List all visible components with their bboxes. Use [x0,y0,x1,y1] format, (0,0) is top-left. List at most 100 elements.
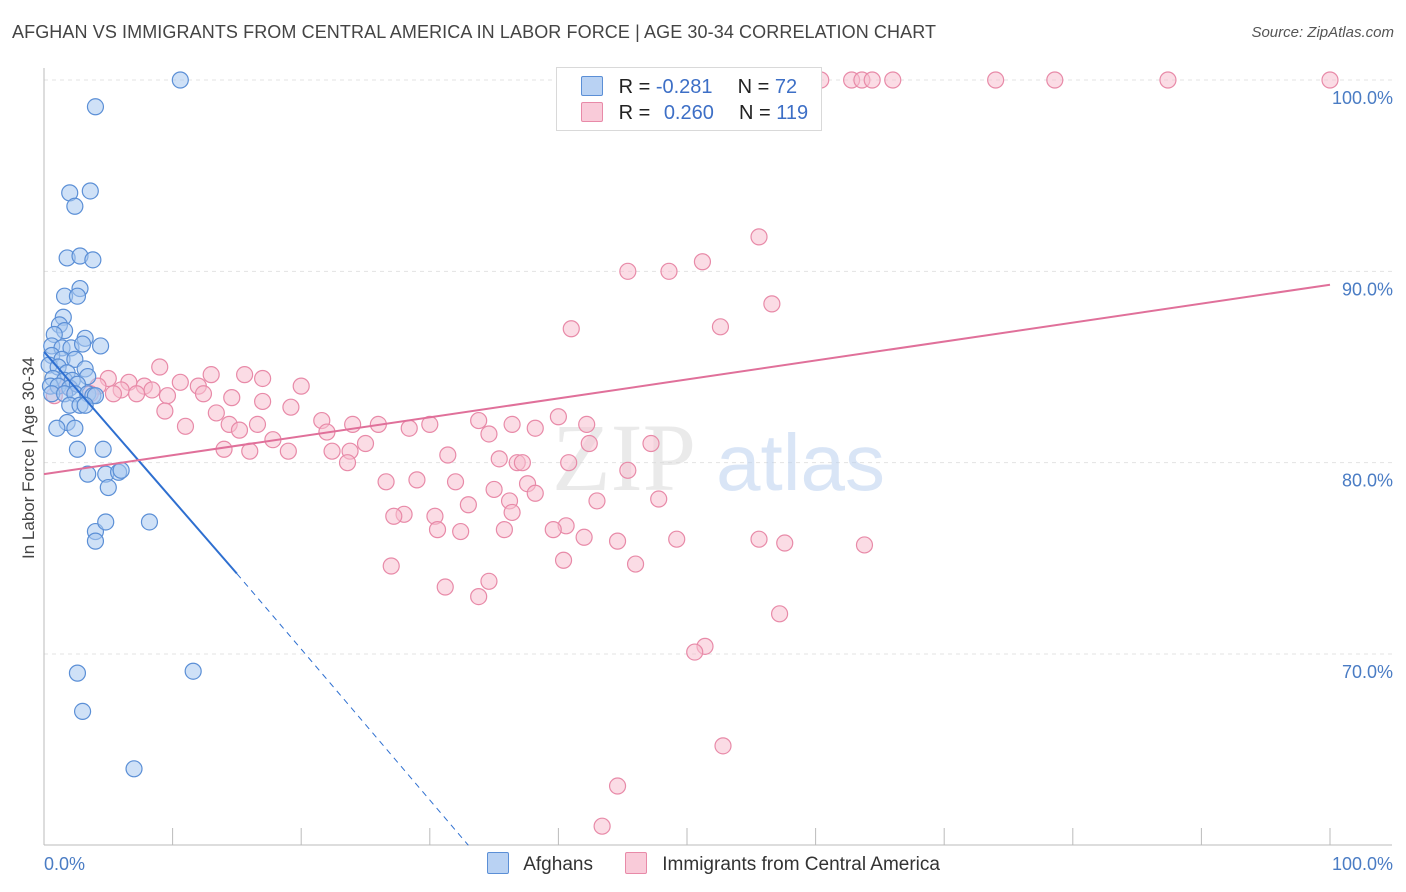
central-america-point [513,454,531,472]
central-america-point [686,643,704,661]
central-america-point [248,415,267,433]
central-america-point [452,522,470,541]
central-america-point [356,434,375,453]
y-tick-label: 90.0% [1342,279,1393,299]
afghans-point [171,71,189,89]
central-america-point [750,530,768,548]
watermark-zip: ZIP [552,404,696,511]
central-america-point [439,446,457,464]
central-america-point [176,417,195,435]
afghans-point [91,337,110,355]
central-america-point [459,496,477,514]
afghans-point [76,396,94,414]
n-label: N = [739,102,771,124]
y-tick-label: 80.0% [1342,471,1393,491]
y-axis-label: In Labor Force | Age 30-34 [19,357,38,559]
central-america-point [151,358,169,376]
afghans-point [86,98,105,116]
central-america-point [194,385,213,403]
central-america-point [202,366,220,384]
central-america-point [480,572,498,590]
afghans-point [73,335,92,353]
legend-row-central-america: R = 0.260 N = 119 [581,102,808,125]
central-america-point [400,419,418,437]
chart-title: AFGHAN VS IMMIGRANTS FROM CENTRAL AMERIC… [12,22,937,42]
central-america-legend-label: Immigrants from Central America [662,854,940,875]
afghans-point [66,419,84,437]
r-label: R = [618,102,651,124]
central-america-trend-line [43,283,1331,476]
central-america-point [230,421,249,439]
afghans-trend-line [43,351,238,575]
tick-labels: 70.0% 80.0% 90.0% 100.0% 0.0% 100.0% [44,88,1393,874]
afghans-point [112,461,130,479]
central-america-point [619,461,637,479]
central-america-legend-swatch [625,852,647,874]
afghans-point [66,197,84,215]
central-america-point [608,777,627,795]
x-tick-label-min: 0.0% [44,854,85,874]
central-america-point [526,484,544,502]
watermark-atlas: atlas [716,418,885,507]
legend-item-afghans: Afghans [487,852,593,876]
central-america-point [554,551,573,569]
central-america-point [104,385,123,403]
trend-lines [43,283,1331,846]
afghans-point [73,702,92,721]
central-america-point [575,528,593,546]
central-america-point [776,534,794,552]
central-america-point [1321,71,1339,89]
central-america-point [608,532,627,550]
legend-item-central-america: Immigrants from Central America [625,852,940,876]
x-tick-label-max: 100.0% [1332,854,1393,874]
central-america-point [580,434,598,453]
gridlines [44,79,1392,655]
central-america-point [485,480,503,499]
afghans-point [86,532,105,550]
central-america-point [750,228,768,246]
central-america-point [127,385,146,403]
central-america-point [549,408,568,426]
central-america-point [223,389,241,407]
central-america-point [544,521,562,539]
central-america-point [562,320,580,338]
central-america-point [408,471,426,489]
central-america-point [143,381,161,399]
central-america-point [578,415,596,433]
central-america-point [495,521,513,539]
series-legend: Afghans Immigrants from Central America [0,852,1406,878]
n-value: 119 [776,102,809,124]
afghans-trend-extension [236,573,469,846]
central-america-point [446,473,465,491]
central-america-point [884,71,902,89]
central-america-point [711,318,730,336]
n-value: 72 [774,76,798,98]
n-label: N = [737,76,770,98]
central-america-point [855,536,874,554]
central-america-point [763,295,781,313]
central-america-point [171,373,189,391]
central-america-point [863,71,881,89]
afghans-point [68,664,87,682]
central-america-point [526,419,544,437]
afghans-legend-swatch [487,852,509,874]
central-america-point [207,404,225,422]
central-america-point [254,392,272,411]
central-america-point [490,450,508,468]
central-america-point [619,262,637,280]
central-america-point [503,503,521,522]
central-america-point [158,387,177,405]
central-america-point [377,473,395,491]
central-america-point [436,578,454,596]
afghans-point [79,465,97,483]
afghans-point [140,513,159,531]
y-tick-label: 100.0% [1332,88,1393,108]
central-america-point [156,402,174,420]
axes [43,68,1392,846]
central-america-point [588,492,606,510]
central-america-swatch [581,102,603,122]
afghans-point [97,513,115,531]
watermark: ZIP atlas [552,404,885,511]
central-america-point [770,605,789,623]
